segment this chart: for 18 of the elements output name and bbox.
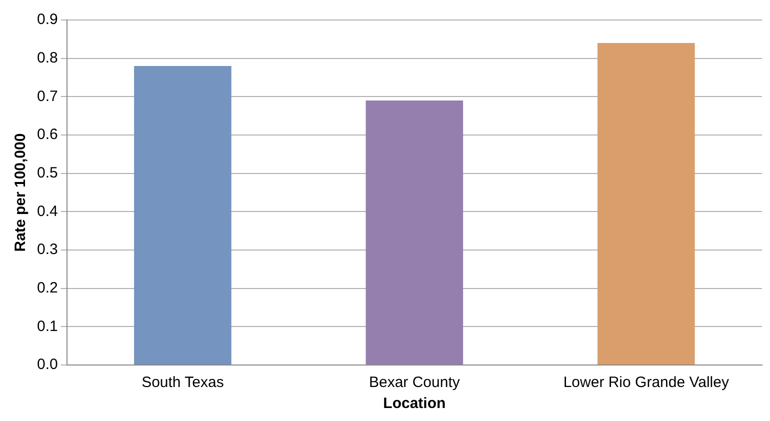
y-tick-label: 0.8 [36, 49, 58, 66]
y-tick-label: 0.2 [36, 279, 58, 296]
bar [597, 43, 695, 364]
x-tick-label: Bexar County [368, 374, 460, 392]
y-tick-label: 0.3 [36, 241, 58, 258]
y-tick-label: 0.1 [36, 318, 58, 335]
y-tick-label: 0.0 [36, 356, 58, 374]
x-tick-label: South Texas [142, 374, 224, 392]
bar [134, 66, 232, 364]
y-tick-label: 0.6 [36, 126, 58, 144]
x-axis-title: Location [383, 395, 446, 412]
y-tick-label: 0.9 [36, 11, 58, 28]
y-tick-label: 0.5 [36, 164, 58, 182]
bar [366, 100, 464, 364]
y-tick-label: 0.4 [36, 202, 58, 220]
y-axis-title: Rate per 100,000 [12, 133, 30, 252]
x-tick-label: Lower Rio Grande Valley [563, 374, 730, 392]
y-tick-label: 0.7 [36, 88, 58, 105]
